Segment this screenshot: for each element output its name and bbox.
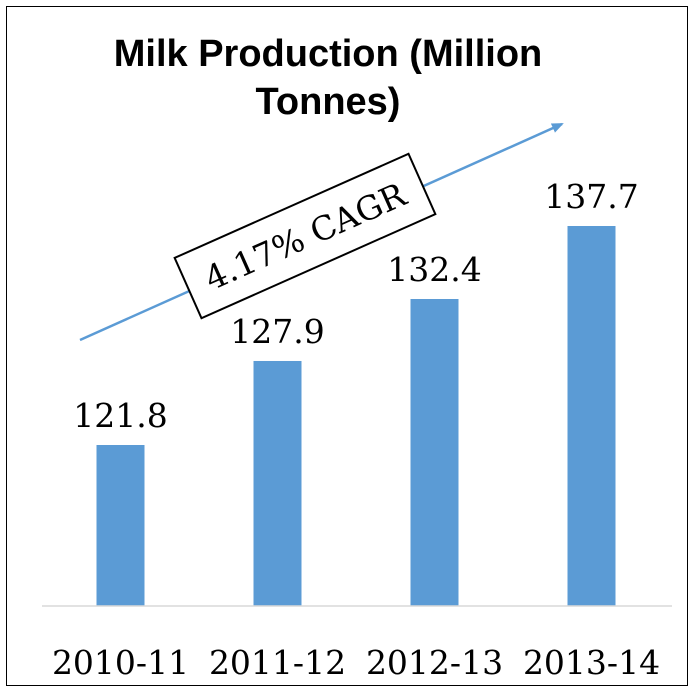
data-label-2012-13: 132.4 [387,250,481,289]
bar-2011-12 [253,360,302,606]
data-label-2010-11: 121.8 [73,396,167,435]
chart-title-line1: Milk Production (Million [114,33,543,75]
data-label-2013-14: 137.7 [544,177,638,216]
bar-2010-11 [96,445,145,606]
chart-frame [6,6,688,686]
data-label-2011-12: 127.9 [230,312,324,351]
x-tick-label-2010-11: 2010-11 [52,643,189,682]
x-tick-label-2011-12: 2011-12 [209,643,346,682]
x-tick-label-2012-13: 2012-13 [366,643,503,682]
bar-2013-14 [567,226,616,606]
x-tick-label-2013-14: 2013-14 [523,643,660,682]
bars-group: 121.8 2010-11 127.9 2011-12 132.4 2012-13 137.… [52,177,660,682]
cagr-annotation-box [173,152,437,320]
bar-2012-13 [410,299,459,606]
cagr-annotation: 4.17% CAGR [173,152,437,320]
chart-title-line2: Tonnes) [256,81,401,123]
